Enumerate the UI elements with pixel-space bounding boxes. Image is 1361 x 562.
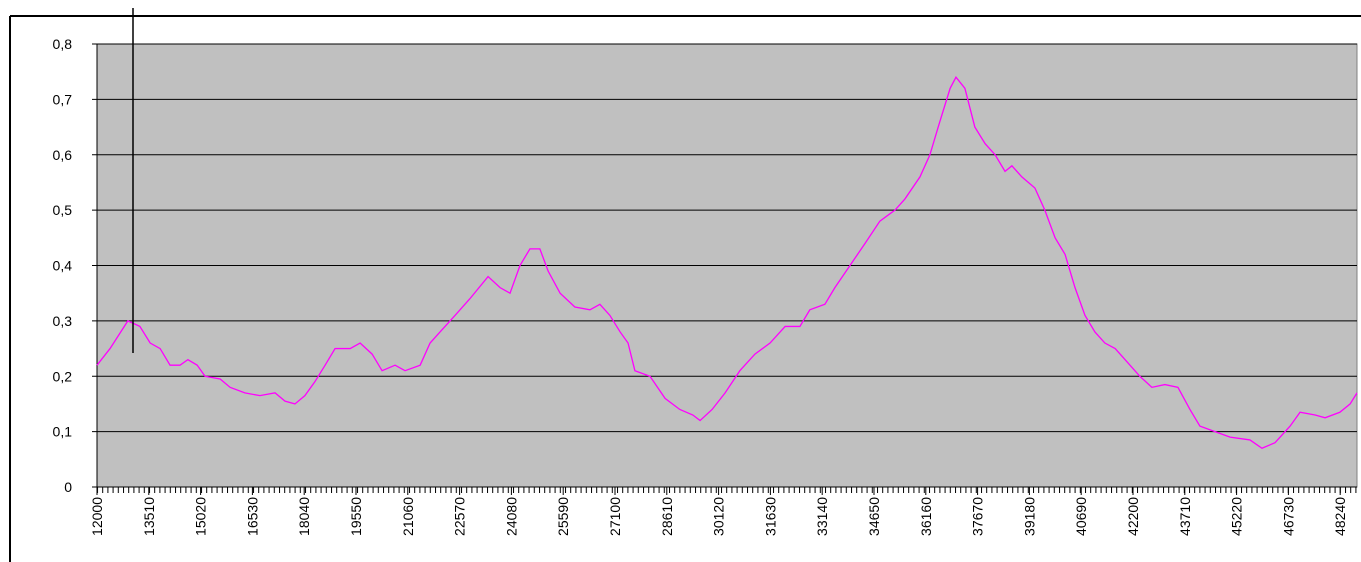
- x-tick-label: 43710: [1177, 497, 1193, 536]
- x-tick-label: 13510: [141, 497, 157, 536]
- x-tick-label: 30120: [711, 497, 727, 536]
- y-tick-label: 0: [64, 479, 72, 495]
- x-tick-label: 22570: [452, 497, 468, 536]
- y-tick-label: 0,7: [53, 91, 73, 107]
- minor-ticks: [97, 487, 1357, 493]
- x-tick-label: 48240: [1332, 497, 1348, 536]
- y-tick-label: 0,6: [53, 147, 73, 163]
- y-tick-label: 0,1: [53, 424, 73, 440]
- x-tick-label: 27100: [607, 497, 623, 536]
- x-tick-label: 24080: [503, 497, 519, 536]
- y-tick-label: 0,4: [53, 258, 73, 274]
- x-tick-label: 31630: [762, 497, 778, 536]
- y-tick-label: 0,3: [53, 313, 73, 329]
- x-tick-label: 46730: [1280, 497, 1296, 536]
- x-tick-label: 25590: [555, 497, 571, 536]
- x-tick-label: 19550: [348, 497, 364, 536]
- x-tick-label: 36160: [918, 497, 934, 536]
- x-tick-label: 34650: [866, 497, 882, 536]
- x-tick-label: 21060: [400, 497, 416, 536]
- x-tick-label: 15020: [193, 497, 209, 536]
- x-tick-label: 28610: [659, 497, 675, 536]
- x-tick-label: 37670: [970, 497, 986, 536]
- x-tick-label: 42200: [1125, 497, 1141, 536]
- x-tick-label: 40690: [1073, 497, 1089, 536]
- y-tick-label: 0,5: [53, 202, 73, 218]
- y-tick-label: 0,2: [53, 368, 73, 384]
- x-tick-label: 33140: [814, 497, 830, 536]
- y-tick-label: 0,8: [53, 36, 73, 52]
- x-tick-label: 12000: [89, 497, 105, 536]
- x-tick-label: 45220: [1229, 497, 1245, 536]
- x-tick-label: 18040: [296, 497, 312, 536]
- data-line: [96, 76, 1358, 449]
- x-tick-label: 16530: [244, 497, 260, 536]
- x-tick-label: 39180: [1021, 497, 1037, 536]
